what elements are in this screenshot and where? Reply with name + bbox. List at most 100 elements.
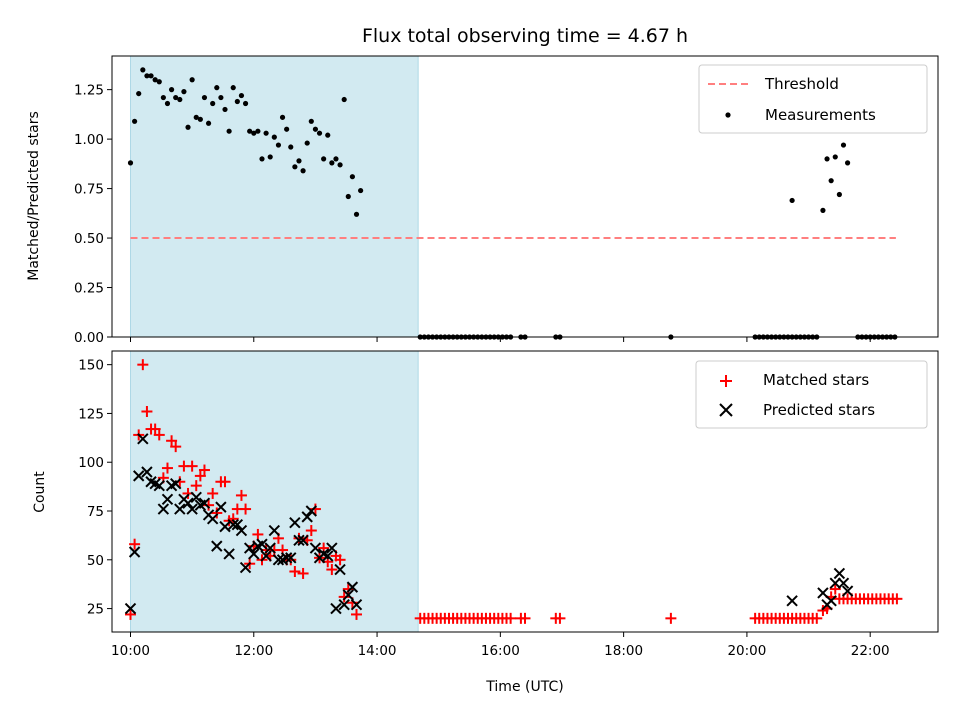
predicted-star-marker <box>128 546 141 558</box>
predicted-star-marker <box>243 542 256 554</box>
top-y-tick-label: 0.75 <box>74 182 104 198</box>
predicted-star-marker <box>289 517 301 529</box>
measurement-point <box>292 164 298 170</box>
predicted-marker-b <box>829 577 841 589</box>
top-y-tick-label: 0.50 <box>74 231 104 247</box>
measurement-point <box>177 96 183 103</box>
bottom-y-tick-label: 75 <box>87 504 104 520</box>
measurement-point <box>255 128 261 134</box>
predicted-star-marker <box>161 493 174 506</box>
predicted-marker-b <box>182 497 194 509</box>
matched-star-marker <box>326 564 338 576</box>
predicted-star-marker <box>260 550 272 562</box>
predicted-marker-b <box>297 534 309 546</box>
bottom-series-1 <box>124 433 854 615</box>
top-y-axis-label: Matched/Predicted stars <box>26 111 42 281</box>
top-axes-frame <box>111 55 939 338</box>
predicted-star-marker <box>297 534 309 546</box>
measurement-point <box>296 158 302 164</box>
bottom-y-axis-label: Count <box>32 471 48 513</box>
measurement-point <box>201 94 208 101</box>
x-tick-label: 22:00 <box>851 643 890 659</box>
predicted-star-marker <box>239 561 252 574</box>
legend-matched-label: Matched stars <box>763 371 869 389</box>
measurement-point <box>197 116 203 122</box>
measurement-point <box>828 178 834 184</box>
measurement-point <box>844 160 851 166</box>
bottom-y-tick-label: 150 <box>78 358 104 374</box>
predicted-marker-b <box>309 542 322 554</box>
x-axis-label: Time (UTC) <box>485 679 563 695</box>
chart-title: Flux total observing time = 4.67 h <box>362 25 688 47</box>
matched-star-marker <box>141 405 153 417</box>
predicted-star-marker <box>825 595 837 607</box>
measurement-point <box>832 154 838 160</box>
top-y-tick-label: 0.00 <box>74 330 104 346</box>
predicted-star-marker <box>256 538 268 550</box>
predicted-star-marker <box>285 552 297 564</box>
bottom-y-tick-label: 50 <box>87 553 104 569</box>
measurement-point <box>271 134 277 140</box>
measurement-point <box>267 154 273 160</box>
matched-star-marker <box>351 608 363 620</box>
matched-star-marker <box>153 429 165 441</box>
measurement-point <box>325 132 331 138</box>
predicted-star-marker <box>309 542 322 554</box>
predicted-marker-b <box>235 524 248 537</box>
measurement-point <box>358 187 364 194</box>
legend-predicted-label: Predicted stars <box>763 401 875 419</box>
matched-star-marker <box>665 612 677 624</box>
predicted-marker-b <box>174 503 186 515</box>
predicted-marker-b <box>206 513 219 525</box>
predicted-star-marker <box>137 433 149 445</box>
measurement-point <box>210 100 216 107</box>
measurement-point <box>226 128 232 134</box>
predicted-marker-b <box>190 491 202 504</box>
predicted-star-marker <box>837 577 850 589</box>
matched-star-marker <box>211 507 223 519</box>
predicted-star-marker <box>231 518 244 531</box>
measurement-point <box>152 77 158 83</box>
predicted-star-marker <box>219 520 231 533</box>
legend-measurements-swatch <box>725 112 731 118</box>
predicted-marker-b <box>285 552 297 564</box>
predicted-star-marker <box>215 501 227 513</box>
predicted-marker-b <box>322 550 334 562</box>
measurement-point <box>127 160 134 166</box>
predicted-star-marker <box>786 595 798 607</box>
measurement-point <box>160 94 166 101</box>
bottom-legend-box <box>695 360 928 429</box>
top-observing-span <box>130 56 419 337</box>
predicted-star-marker <box>841 585 854 597</box>
predicted-star-marker <box>280 552 293 564</box>
top-y-tick-label: 1.00 <box>74 132 104 148</box>
predicted-marker-b <box>326 542 338 554</box>
predicted-star-marker <box>248 548 260 560</box>
predicted-star-marker <box>350 598 363 611</box>
matched-star-marker <box>194 470 206 482</box>
predicted-star-marker <box>198 497 211 509</box>
measurement-point <box>840 142 847 148</box>
predicted-marker-b <box>239 561 252 574</box>
legend-threshold-label: Threshold <box>764 75 839 93</box>
predicted-star-marker <box>157 503 170 515</box>
predicted-marker-b <box>301 511 313 523</box>
measurement-point <box>205 120 212 126</box>
measurement-point <box>824 156 830 162</box>
predicted-star-marker <box>338 598 350 611</box>
measurement-point <box>275 142 282 148</box>
matched-star-marker <box>891 593 903 605</box>
predicted-marker-b <box>841 585 854 597</box>
matched-star-marker <box>124 608 136 620</box>
predicted-marker-b <box>211 540 223 552</box>
measurement-point <box>148 73 154 79</box>
x-tick-label: 18:00 <box>604 643 643 659</box>
x-tick-label: 14:00 <box>358 643 397 659</box>
measurement-point <box>345 193 351 200</box>
predicted-marker-b <box>260 550 272 562</box>
predicted-marker-b <box>817 587 829 599</box>
top-legend-box <box>698 64 928 134</box>
measurement-point <box>263 130 269 136</box>
matched-star-marker <box>252 528 264 540</box>
